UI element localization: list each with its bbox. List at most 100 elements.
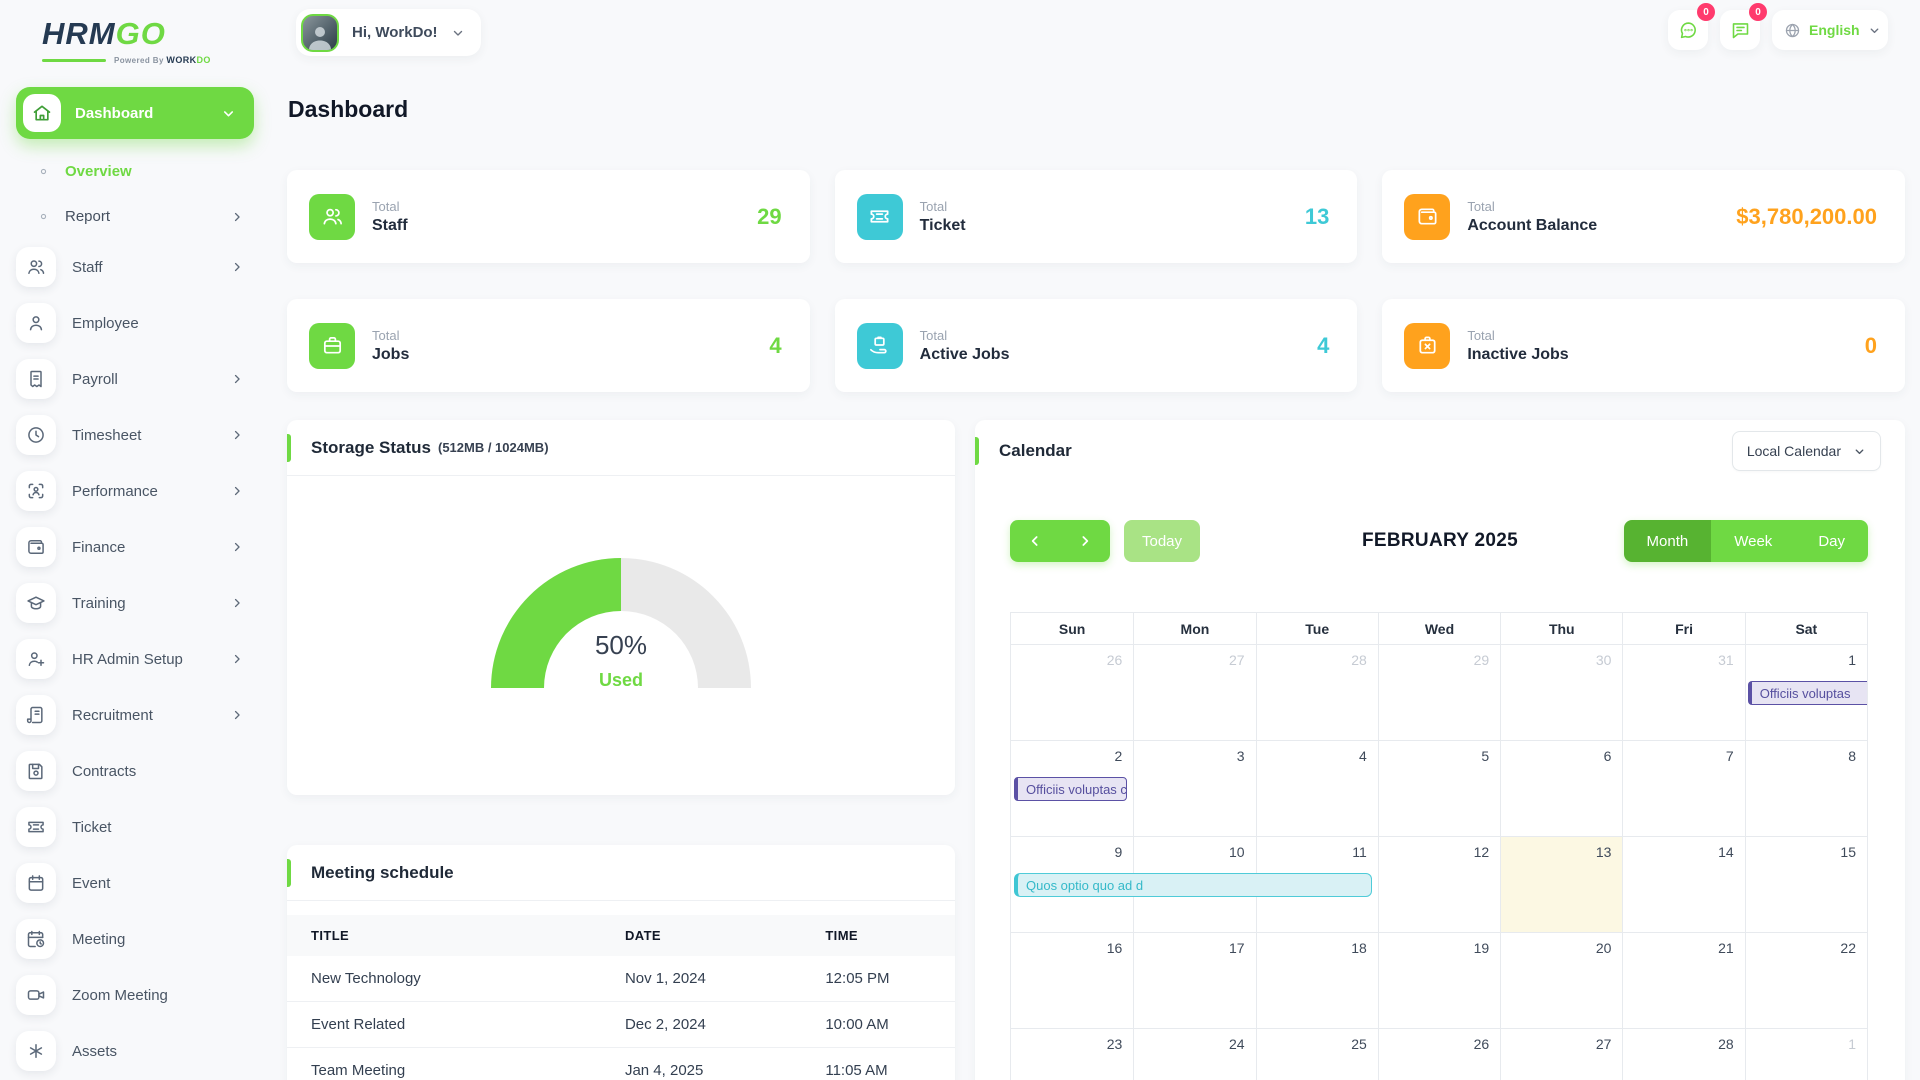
calendar-month-title: FEBRUARY 2025 [1362, 530, 1518, 551]
stat-card-staff: Total Staff 29 [287, 170, 810, 263]
sidebar-item-label: Assets [72, 1042, 118, 1060]
calendar-view-switcher: Month Week Day [1623, 520, 1868, 562]
sidebar-item-label: Recruitment [72, 706, 153, 724]
calendar-day-cell[interactable]: 27 [1500, 1029, 1622, 1080]
sidebar-item-label: Training [72, 594, 126, 612]
messenger-button[interactable]: 0 [1668, 3, 1715, 50]
calendar-day-cell[interactable]: 26 [1377, 1029, 1500, 1080]
sidebar-item-dashboard[interactable]: Dashboard [16, 87, 254, 139]
chat-badge: 0 [1697, 3, 1715, 21]
stat-value: 4 [769, 332, 782, 358]
calendar-day-cell[interactable]: 22 [1744, 933, 1867, 1028]
calendar-day-cell[interactable]: 24 [1133, 1029, 1255, 1080]
calendar-day-cell[interactable]: 27 [1133, 645, 1255, 740]
date-number: 29 [1473, 652, 1490, 668]
calendar-day-cell[interactable]: 1 [1744, 645, 1867, 740]
calendar-day-cell[interactable]: 28 [1622, 1029, 1744, 1080]
calendar-day-cell[interactable]: 26 [1011, 645, 1133, 740]
sidebar-item-timesheet[interactable]: Timesheet [0, 407, 270, 463]
language-selector[interactable]: English [1772, 10, 1888, 50]
date-number: 31 [1718, 652, 1734, 668]
calendar-day-cell[interactable]: 7 [1622, 741, 1744, 836]
sidebar-item-training[interactable]: Training [0, 575, 270, 631]
sidebar-item-performance[interactable]: Performance [0, 463, 270, 519]
calendar-day-cell[interactable]: 3 [1133, 741, 1255, 836]
calendar-prev-button[interactable] [1010, 520, 1060, 562]
stat-value: 13 [1304, 203, 1330, 229]
calendar-day-cell[interactable]: 15 [1744, 837, 1867, 932]
sidebar-item-finance[interactable]: Finance [0, 519, 270, 575]
calendar-event[interactable]: Officiis voluptas c [1014, 777, 1128, 801]
meeting-time-cell: 12:05 PM [825, 970, 890, 987]
calendar-view-week-button[interactable]: Week [1711, 520, 1796, 562]
calendar-day-cell[interactable]: 30 [1500, 645, 1622, 740]
user-greeting: Hi, WorkDo! [352, 24, 438, 41]
calendar-day-cell[interactable]: 2 [1011, 741, 1133, 836]
date-number: 5 [1481, 748, 1490, 764]
sidebar-item-recruitment[interactable]: Recruitment [0, 687, 270, 743]
meeting-table-header: TITLE DATE TIME [287, 915, 955, 956]
meeting-table: TITLE DATE TIME New Technology Nov 1, 2024 1… [287, 915, 955, 1080]
calendar-next-button[interactable] [1060, 520, 1110, 562]
message-icon [1730, 20, 1751, 41]
sidebar-item-ticket[interactable]: Ticket [0, 799, 270, 855]
calendar-day-cell[interactable]: 6 [1500, 741, 1622, 836]
sidebar-item-event[interactable]: Event [0, 855, 270, 911]
sidebar-item-assets[interactable]: Assets [0, 1023, 270, 1079]
users-icon [321, 205, 344, 228]
calendar-day-cell[interactable]: 17 [1133, 933, 1255, 1028]
calendar-day-cell[interactable]: 9 [1011, 837, 1133, 932]
user-menu-button[interactable]: Hi, WorkDo! [296, 9, 481, 56]
calendar-day-cell-today[interactable]: 13 [1500, 837, 1623, 932]
user-icon [26, 313, 46, 333]
date-number: 14 [1718, 844, 1734, 860]
sidebar-item-report[interactable]: Report [0, 194, 270, 239]
meeting-time-cell: 11:05 AM [801, 1047, 955, 1080]
sidebar-item-payroll[interactable]: Payroll [0, 351, 270, 407]
calendar-day-cell[interactable]: 5 [1377, 741, 1500, 836]
calendar-event[interactable]: Officiis voluptas [1747, 681, 1867, 705]
calendar-view-month-button[interactable]: Month [1623, 520, 1712, 562]
sidebar-item-contracts[interactable]: Contracts [0, 743, 270, 799]
calendar-day-cell[interactable]: 28 [1255, 645, 1378, 740]
notifications-button[interactable]: 0 [1720, 3, 1767, 50]
calendar-day-cell[interactable]: 29 [1377, 645, 1500, 740]
storage-gauge: 50% Used [491, 558, 751, 690]
date-number: 16 [1106, 940, 1123, 956]
calendar-day-cell[interactable]: 18 [1255, 933, 1378, 1028]
calendar-day-cell[interactable]: 23 [1011, 1029, 1133, 1080]
chevron-right-icon [230, 372, 244, 386]
calendar-week-row: 23 24 25 26 27 28 1 [1011, 1028, 1867, 1080]
calendar-day-cell[interactable]: 8 [1744, 741, 1867, 836]
calendar-card-header: Calendar Local Calendar [975, 420, 1905, 482]
calendar-title: Calendar [999, 441, 1072, 460]
sidebar-item-overview[interactable]: Overview [0, 149, 270, 194]
chevron-left-icon [1027, 533, 1043, 549]
calendar-day-cell[interactable]: 31 [1622, 645, 1744, 740]
calendar-day-cell[interactable]: 16 [1011, 933, 1133, 1028]
calendar-day-cell[interactable]: 25 [1255, 1029, 1378, 1080]
sidebar-item-employee[interactable]: Employee [0, 295, 270, 351]
sidebar-item-meeting[interactable]: Meeting [0, 911, 270, 967]
calendar-event[interactable]: Quos optio quo ad d [1014, 873, 1372, 897]
sidebar-item-staff[interactable]: Staff [0, 239, 270, 295]
calendar-week-row: 2 3 4 5 6 7 8 Officiis voluptas c [1011, 740, 1867, 836]
calendar-day-cell[interactable]: 12 [1377, 837, 1500, 932]
calendar-day-cell[interactable]: 19 [1377, 933, 1500, 1028]
calendar-day-cell[interactable]: 4 [1255, 741, 1378, 836]
calendar-view-day-button[interactable]: Day [1795, 520, 1868, 562]
calendar-day-cell[interactable]: 14 [1622, 837, 1744, 932]
calendar-today-button[interactable]: Today [1124, 520, 1201, 562]
brand-logo[interactable]: HRMGO Powered By WORKDO [0, 0, 270, 65]
sidebar-item-label: Report [65, 208, 111, 225]
calendar-day-cell[interactable]: 21 [1622, 933, 1744, 1028]
sidebar-item-zoom-meeting[interactable]: Zoom Meeting [0, 967, 270, 1023]
calendar-week-row: 26 27 28 29 30 31 1 Officiis voluptas [1011, 644, 1867, 740]
sidebar-item-hr-admin-setup[interactable]: HR Admin Setup [0, 631, 270, 687]
calendar-day-cell[interactable]: 20 [1500, 933, 1622, 1028]
date-number: 4 [1359, 748, 1367, 764]
calendar-day-cell[interactable]: 1 [1744, 1029, 1867, 1080]
date-number: 15 [1840, 844, 1856, 860]
calendar-source-select[interactable]: Local Calendar [1731, 431, 1881, 471]
calendar-day-name: Sat [1744, 613, 1867, 644]
